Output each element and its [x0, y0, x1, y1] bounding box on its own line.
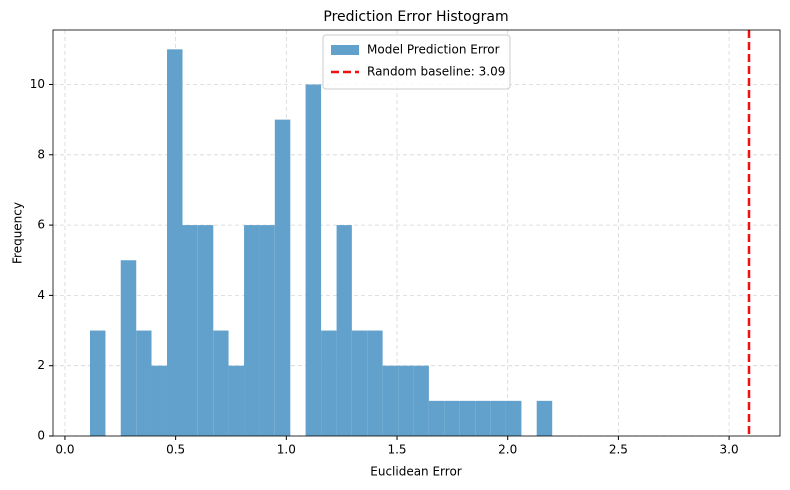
bar [151, 365, 168, 436]
bar [321, 330, 337, 436]
bar [244, 225, 260, 436]
x-tick-label: 2.5 [609, 443, 628, 457]
bar [413, 365, 429, 436]
bar [367, 330, 383, 436]
y-tick-label: 8 [37, 147, 45, 161]
bar [428, 400, 445, 436]
bar [182, 225, 198, 436]
y-tick-label: 4 [37, 288, 45, 302]
bar [382, 365, 399, 436]
legend: Model Prediction Error Random baseline: 3… [322, 34, 511, 90]
x-tick-label: 1.5 [387, 443, 406, 457]
x-tick-label: 0.0 [55, 443, 74, 457]
bar [228, 365, 245, 436]
y-tick-label: 6 [37, 218, 45, 232]
bar [274, 119, 291, 437]
bar [197, 225, 214, 436]
x-tick-label: 3.0 [720, 443, 739, 457]
bar [336, 225, 352, 436]
x-tick-label: 2.0 [498, 443, 517, 457]
legend-swatch [331, 45, 359, 55]
bar [536, 400, 553, 436]
x-axis-label: Euclidean Error [370, 465, 462, 479]
legend-box [322, 34, 511, 90]
legend-label: Model Prediction Error [367, 43, 500, 57]
bar [475, 400, 491, 436]
bar [259, 225, 275, 436]
x-tick-label: 1.0 [277, 443, 296, 457]
bar [490, 400, 506, 436]
bar [120, 260, 137, 436]
x-tick-label: 0.5 [166, 443, 185, 457]
bar [444, 400, 460, 436]
y-tick-label: 10 [30, 77, 45, 91]
bar [136, 330, 152, 436]
bar [305, 84, 322, 436]
y-tick-label: 0 [37, 429, 45, 443]
bar [167, 49, 183, 436]
bar [351, 330, 368, 436]
bar [459, 400, 476, 436]
bar [89, 330, 106, 436]
y-tick-label: 2 [37, 358, 45, 372]
chart-title: Prediction Error Histogram [323, 9, 508, 25]
bar [505, 400, 522, 436]
bar [213, 330, 229, 436]
legend-label: Random baseline: 3.09 [367, 65, 505, 79]
y-axis-label: Frequency [11, 202, 25, 264]
bar [398, 365, 414, 436]
axes-frame [52, 29, 781, 437]
